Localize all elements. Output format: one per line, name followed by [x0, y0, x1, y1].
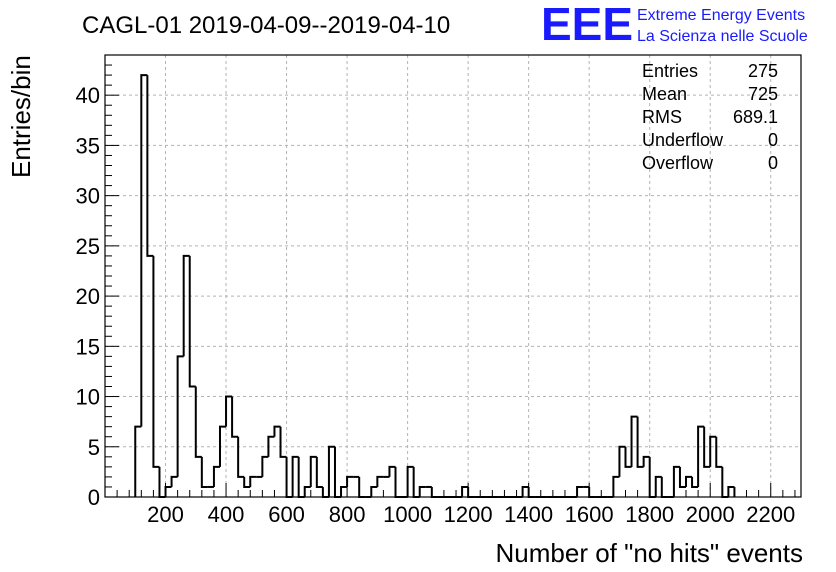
- axes: [104, 54, 802, 498]
- histogram-bin: [146, 75, 154, 257]
- histogram-bin: [237, 436, 245, 478]
- histogram-bin: [267, 435, 275, 457]
- y-tick-label: 20: [76, 284, 100, 309]
- histogram-bin: [672, 465, 680, 497]
- y-tick-label: 40: [76, 83, 100, 108]
- histogram-bin: [715, 436, 723, 468]
- logo-line-2: La Scienza nelle Scuole: [637, 28, 808, 45]
- grid: [105, 55, 801, 497]
- x-tick-label: 800: [329, 502, 366, 527]
- x-tick-label: 1000: [383, 502, 432, 527]
- histogram-bin: [685, 475, 693, 487]
- histogram-bin: [521, 485, 529, 497]
- x-tick-label: 1200: [444, 502, 493, 527]
- histogram-bin: [678, 466, 687, 488]
- histogram-bin: [340, 485, 348, 497]
- x-tick-label: 400: [208, 502, 245, 527]
- stats-value: 689.1: [733, 107, 778, 127]
- histogram-bin: [273, 425, 281, 437]
- histogram-bin: [140, 74, 148, 427]
- stats-value: 0: [768, 153, 778, 173]
- histogram-bin: [218, 425, 227, 467]
- y-tick-label: 10: [76, 385, 100, 410]
- stats-value: 0: [768, 130, 778, 150]
- histogram-bin: [636, 416, 644, 468]
- histogram-bin: [691, 476, 699, 488]
- histogram-bin: [249, 475, 257, 487]
- tick-labels: 200 400 600 800 1000 1200 1400 1600 1800 2000 2200…: [76, 83, 796, 527]
- histogram-bin: [188, 255, 196, 388]
- histogram-bin: [309, 455, 317, 487]
- histogram-bin: [279, 426, 287, 458]
- histogram-bin: [654, 475, 662, 497]
- histogram-bin: [327, 445, 335, 497]
- histogram-bin: [703, 426, 711, 468]
- histogram-bin: [243, 476, 251, 488]
- y-tick-label: 25: [76, 234, 100, 259]
- y-tick-label: 35: [76, 133, 100, 158]
- stats-box: Entries 275 Mean 725 RMS 689.1 Underflow 0 Overf…: [642, 61, 778, 173]
- histogram-bin: [388, 465, 396, 477]
- stats-label: RMS: [642, 107, 682, 127]
- stats-label: Underflow: [642, 130, 724, 150]
- x-tick-label: 1400: [504, 502, 553, 527]
- histogram-bin: [709, 435, 717, 467]
- histogram-bin: [194, 386, 202, 458]
- x-tick-label: 1800: [625, 502, 674, 527]
- histogram-bin: [624, 446, 632, 468]
- histogram-bin: [261, 455, 269, 477]
- histogram-bin: [303, 485, 311, 497]
- histogram-bin: [152, 255, 160, 468]
- logo-mark: EEE: [541, 0, 633, 50]
- histogram-bin: [182, 254, 190, 357]
- y-tick-label: 0: [88, 485, 100, 510]
- x-axis-label: Number of "no hits" events: [496, 538, 804, 568]
- chart-title: CAGL-01 2019-04-09--2019-04-10: [82, 12, 450, 39]
- histogram-bin: [727, 485, 735, 497]
- y-axis-label: Entries/bin: [6, 55, 36, 178]
- x-tick-label: 200: [147, 502, 184, 527]
- histogram-bin: [315, 456, 323, 488]
- histogram-bin: [618, 445, 626, 477]
- stats-label: Entries: [642, 61, 698, 81]
- x-tick-label: 1600: [565, 502, 614, 527]
- histogram-bin: [697, 425, 705, 487]
- y-tick-label: 5: [88, 435, 100, 460]
- histogram-bin: [461, 485, 469, 497]
- histogram-bin: [212, 465, 220, 487]
- stats-label: Overflow: [642, 153, 714, 173]
- histogram-bin: [134, 425, 142, 497]
- x-tick-label: 2000: [686, 502, 735, 527]
- histogram-bin: [170, 475, 178, 487]
- histogram-bin: [231, 396, 239, 438]
- histogram-bin: [225, 395, 233, 427]
- histogram-bin: [376, 475, 384, 487]
- histogram-bin: [642, 455, 650, 467]
- x-tick-label: 600: [268, 502, 305, 527]
- logo-line-1: Extreme Energy Events: [637, 7, 805, 24]
- y-tick-label: 15: [76, 334, 100, 359]
- histogram-bin: [291, 455, 299, 497]
- y-tick-label: 30: [76, 184, 100, 209]
- eee-logo: EEE Extreme Energy Events La Scienza nel…: [541, 0, 808, 50]
- stats-value: 275: [748, 61, 778, 81]
- stats-value: 725: [748, 84, 778, 104]
- histogram-bin: [200, 456, 208, 488]
- x-tick-label: 2200: [746, 502, 795, 527]
- stats-label: Mean: [642, 84, 687, 104]
- histogram-bin: [630, 415, 638, 467]
- histogram-bin: [176, 355, 184, 477]
